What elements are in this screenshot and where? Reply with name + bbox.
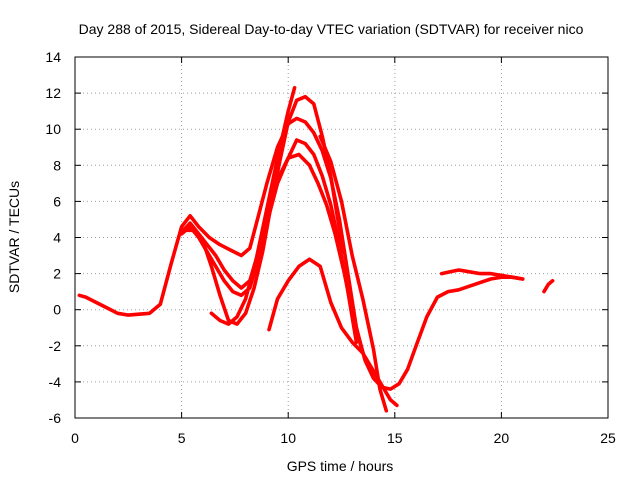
y-tick-label: -4	[49, 374, 62, 390]
x-tick-label: 15	[387, 430, 403, 446]
x-tick-label: 10	[280, 430, 296, 446]
y-tick-label: 14	[45, 49, 61, 65]
y-tick-label: -6	[49, 410, 62, 426]
y-tick-label: 8	[53, 157, 61, 173]
series-track-8	[439, 268, 525, 281]
y-tick-label: 0	[53, 302, 61, 318]
x-tick-label: 0	[71, 430, 79, 446]
y-tick-label: 4	[53, 230, 61, 246]
y-axis-label: SDTVAR / TECUs	[6, 181, 22, 293]
x-tick-label: 5	[178, 430, 186, 446]
series-track-7	[318, 134, 389, 413]
y-tick-label: -2	[49, 338, 62, 354]
data-series	[77, 85, 555, 413]
y-tick-labels: -6 -4 -2 0 2 4 6 8 10 12 14	[45, 49, 61, 426]
x-axis-label: GPS time / hours	[287, 458, 394, 474]
chart-title: Day 288 of 2015, Sidereal Day-to-day VTE…	[79, 21, 584, 37]
y-tick-label: 12	[45, 85, 61, 101]
y-tick-label: 6	[53, 193, 61, 209]
x-tick-label: 20	[494, 430, 510, 446]
y-tick-label: 2	[53, 266, 61, 282]
series-track-5	[209, 85, 297, 326]
axis-ticks	[74, 56, 609, 419]
x-tick-labels: 0 5 10 15 20 25	[71, 430, 616, 446]
series-track-9	[542, 278, 555, 294]
series-track-4	[184, 94, 346, 326]
y-tick-label: 10	[45, 121, 61, 137]
series-track-1	[77, 116, 525, 391]
x-tick-label: 25	[600, 430, 616, 446]
grid	[75, 57, 608, 418]
